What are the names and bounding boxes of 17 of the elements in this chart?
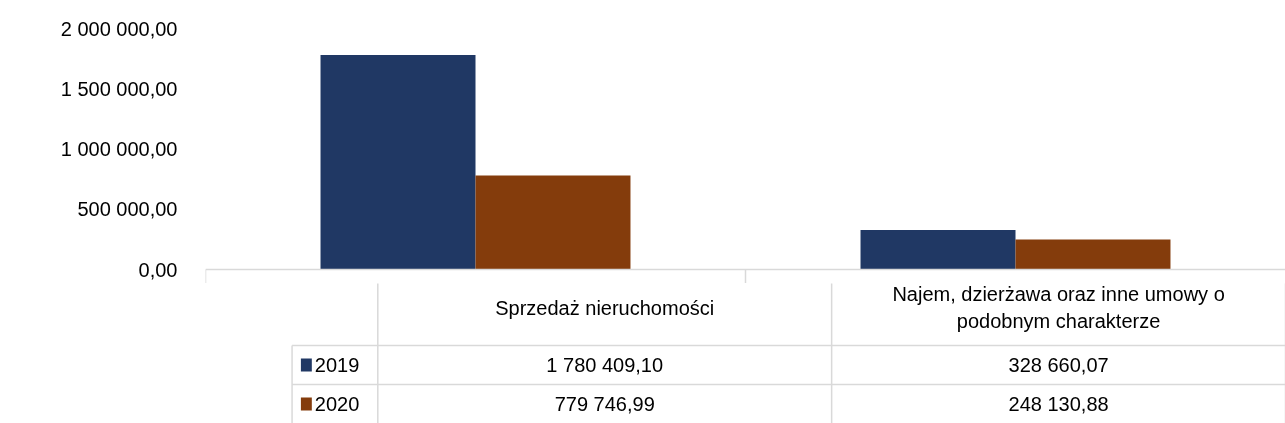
bar: [860, 229, 1016, 270]
data-label: 328 660,07: [1008, 354, 1109, 376]
x-tick-label: Sprzedaż nieruchomości: [495, 296, 715, 319]
y-tick-label: 0,00: [138, 258, 178, 281]
data-label: 1 780 409,10: [546, 354, 664, 376]
data-label: 779 746,99: [554, 393, 655, 415]
bar: [475, 175, 631, 270]
data-label: 248 130,88: [1008, 393, 1109, 415]
y-tick-label: 2 000 000,00: [60, 17, 178, 40]
y-tick-label: 1 500 000,00: [60, 77, 178, 100]
y-tick-label: 500 000,00: [77, 198, 178, 221]
legend-label: 2019: [314, 354, 360, 376]
x-tick-label: Najem, dzierżawa oraz inne umowy o podobnym charakterze: [892, 282, 1225, 333]
bar: [1015, 239, 1171, 270]
bar: [320, 54, 476, 270]
legend-label: 2020: [314, 393, 360, 415]
y-tick-label: 1 000 000,00: [60, 138, 178, 160]
